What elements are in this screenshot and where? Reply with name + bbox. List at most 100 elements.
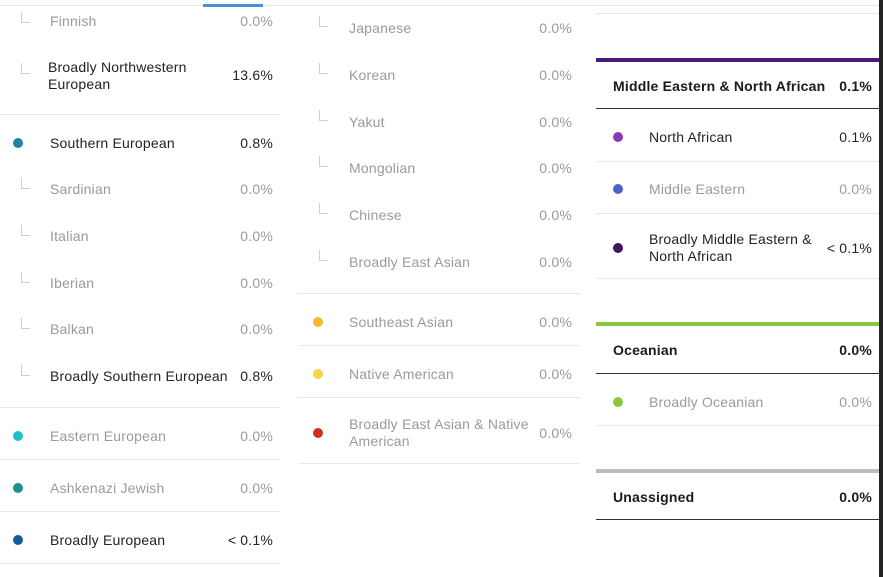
section-title: Middle Eastern & North African	[613, 78, 826, 94]
list-item-broadly-mena[interactable]: Broadly Middle Eastern & North African <…	[596, 214, 879, 278]
color-dot-icon	[13, 535, 23, 545]
item-label: Broadly Southern European	[50, 368, 228, 384]
item-label: Korean	[349, 67, 396, 83]
list-item-yakut[interactable]: Yakut 0.0%	[298, 100, 582, 146]
branch-icon	[319, 156, 328, 167]
color-dot-icon	[613, 132, 623, 142]
branch-icon	[21, 178, 30, 189]
section-header-oceanian[interactable]: Oceanian 0.0%	[596, 326, 879, 372]
section-header-unassigned[interactable]: Unassigned 0.0%	[596, 473, 879, 519]
divider	[298, 463, 580, 464]
item-label: Broadly Oceanian	[649, 394, 764, 410]
divider	[0, 114, 280, 115]
section-percent: 0.1%	[839, 78, 872, 94]
list-item-north-african[interactable]: North African 0.1%	[596, 109, 879, 161]
item-percent: 0.0%	[240, 480, 273, 496]
list-item-broadly-northwestern[interactable]: Broadly Northwestern European 13.6%	[0, 50, 282, 110]
list-item-korean[interactable]: Korean 0.0%	[298, 53, 582, 99]
item-label: Italian	[50, 228, 89, 244]
section-header-mena[interactable]: Middle Eastern & North African 0.1%	[596, 62, 879, 108]
branch-icon	[21, 272, 30, 283]
list-item-iberian[interactable]: Iberian 0.0%	[0, 261, 282, 307]
list-item-finnish[interactable]: Finnish 0.0%	[0, 0, 282, 44]
list-item-broadly-european[interactable]: Broadly European < 0.1%	[0, 512, 282, 564]
list-item-broadly-southern[interactable]: Broadly Southern European 0.8%	[0, 354, 282, 400]
item-percent: 0.0%	[240, 13, 273, 29]
list-item-southern-european[interactable]: Southern European 0.8%	[0, 115, 282, 167]
branch-icon	[319, 63, 328, 74]
item-label: Middle Eastern	[649, 181, 746, 197]
mena-color-band	[596, 58, 879, 62]
list-item-chinese[interactable]: Chinese 0.0%	[298, 193, 582, 239]
divider	[596, 161, 879, 162]
list-item-southeast-asian[interactable]: Southeast Asian 0.0%	[298, 294, 582, 346]
item-percent: 0.0%	[539, 207, 572, 223]
divider	[596, 13, 879, 14]
item-label: Iberian	[50, 275, 95, 291]
item-label: Broadly Middle Eastern & North African	[649, 231, 812, 264]
item-label: Japanese	[349, 20, 412, 36]
item-percent: 0.0%	[539, 114, 572, 130]
item-percent: 0.0%	[839, 394, 872, 410]
item-percent: < 0.1%	[826, 240, 872, 256]
list-item-sardinian[interactable]: Sardinian 0.0%	[0, 167, 282, 213]
list-item-broadly-east-asian-native-american[interactable]: Broadly East Asian & Native American 0.0…	[298, 398, 582, 464]
color-dot-icon	[613, 397, 623, 407]
item-percent: 0.0%	[539, 67, 572, 83]
branch-icon	[319, 110, 328, 121]
color-dot-icon	[613, 243, 623, 253]
item-label: Balkan	[50, 321, 95, 337]
list-item-native-american[interactable]: Native American 0.0%	[298, 346, 582, 398]
branch-icon	[21, 12, 30, 23]
header-underline	[596, 519, 879, 520]
item-label: Broadly Northwestern European	[48, 59, 187, 92]
divider	[298, 293, 580, 294]
color-dot-icon	[13, 138, 23, 148]
list-item-broadly-east-asian[interactable]: Broadly East Asian 0.0%	[298, 240, 582, 286]
color-dot-icon	[613, 184, 623, 194]
divider	[0, 459, 280, 460]
item-label: Ashkenazi Jewish	[50, 480, 165, 496]
color-dot-icon	[313, 369, 323, 379]
item-label: Sardinian	[50, 181, 111, 197]
scroll-indicator	[203, 4, 263, 7]
item-percent: 0.0%	[240, 181, 273, 197]
item-label: Broadly East Asian	[349, 254, 471, 270]
list-item-ashkenazi-jewish[interactable]: Ashkenazi Jewish 0.0%	[0, 460, 282, 512]
list-item-japanese[interactable]: Japanese 0.0%	[298, 6, 582, 52]
top-divider	[0, 5, 879, 6]
item-label: Southern European	[50, 135, 175, 151]
item-percent: 0.0%	[539, 314, 572, 330]
list-item-eastern-european[interactable]: Eastern European 0.0%	[0, 408, 282, 460]
branch-icon	[21, 318, 30, 329]
color-dot-icon	[313, 428, 323, 438]
branch-icon	[21, 63, 30, 74]
item-label: North African	[649, 129, 733, 145]
section-percent: 0.0%	[839, 489, 872, 505]
item-percent: 0.0%	[839, 181, 872, 197]
item-percent: 0.0%	[539, 425, 572, 441]
divider	[596, 278, 879, 279]
item-label: Native American	[349, 366, 454, 382]
divider	[298, 397, 580, 398]
section-percent: 0.0%	[839, 342, 872, 358]
list-item-balkan[interactable]: Balkan 0.0%	[0, 307, 282, 353]
list-item-broadly-oceanian[interactable]: Broadly Oceanian 0.0%	[596, 374, 879, 426]
list-item-mongolian[interactable]: Mongolian 0.0%	[298, 146, 582, 192]
item-percent: 0.0%	[240, 275, 273, 291]
color-dot-icon	[313, 317, 323, 327]
list-item-middle-eastern[interactable]: Middle Eastern 0.0%	[596, 162, 879, 213]
color-dot-icon	[13, 483, 23, 493]
list-item-italian[interactable]: Italian 0.0%	[0, 214, 282, 260]
section-title: Oceanian	[613, 342, 678, 358]
item-percent: 0.0%	[539, 20, 572, 36]
window-edge	[879, 0, 883, 577]
header-underline	[596, 108, 879, 109]
item-percent: 0.8%	[240, 135, 273, 151]
divider	[0, 563, 280, 564]
item-label: Mongolian	[349, 160, 416, 176]
branch-icon	[319, 250, 328, 261]
item-percent: 0.0%	[539, 254, 572, 270]
item-label: Broadly East Asian & Native American	[349, 416, 529, 449]
item-percent: 0.0%	[240, 228, 273, 244]
